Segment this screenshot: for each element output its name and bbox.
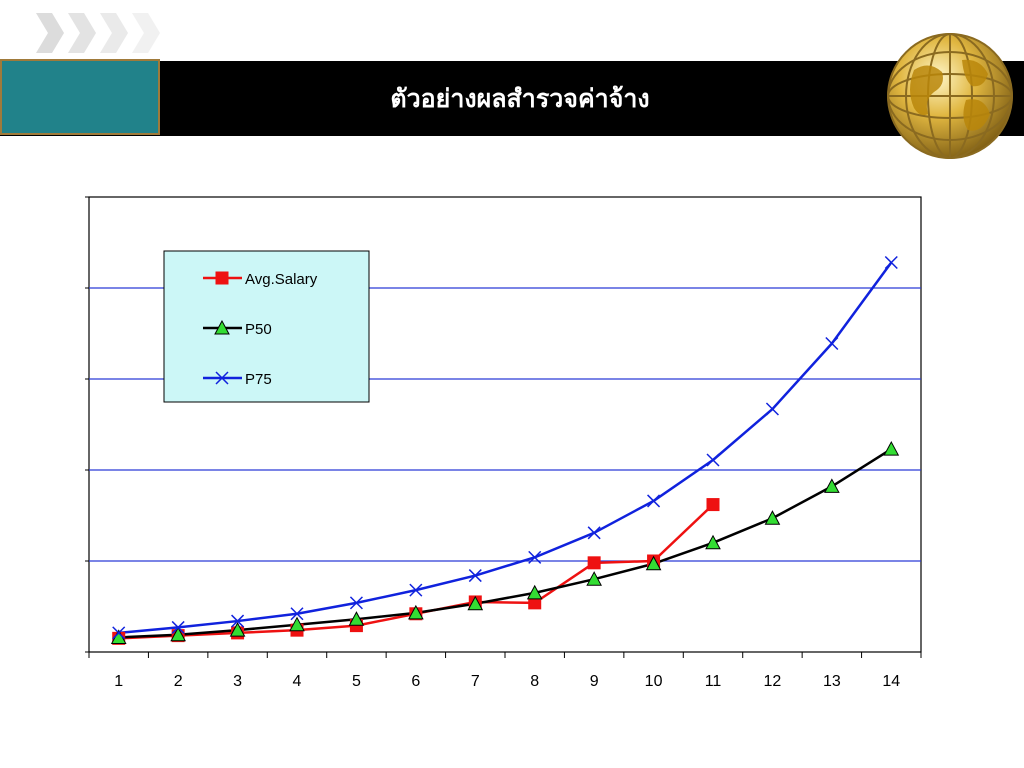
data-point-p50 bbox=[408, 604, 424, 620]
x-tick-label: 11 bbox=[705, 673, 722, 690]
x-tick-label: 5 bbox=[352, 673, 361, 690]
data-point-p50 bbox=[526, 584, 543, 600]
data-point-p75 bbox=[587, 526, 601, 540]
data-point-avg-salary bbox=[587, 556, 601, 570]
x-tick-label: 10 bbox=[645, 673, 663, 690]
data-point-p75 bbox=[290, 607, 304, 621]
data-point-p50 bbox=[170, 626, 186, 642]
data-point-p50 bbox=[229, 622, 246, 637]
data-point-p50 bbox=[705, 534, 721, 550]
data-point-p50 bbox=[289, 616, 305, 632]
data-point-p50 bbox=[586, 571, 602, 586]
series-line-p50 bbox=[118, 448, 892, 639]
data-point-p50 bbox=[467, 595, 484, 611]
legend-box bbox=[163, 250, 370, 403]
data-point-p50 bbox=[824, 478, 840, 493]
legend-marker bbox=[214, 319, 230, 335]
data-point-p75 bbox=[409, 583, 423, 597]
x-tick-label: 2 bbox=[174, 673, 183, 690]
data-point-p75 bbox=[468, 569, 482, 583]
slide-title: ตัวอย่างผลสำรวจค่าจ้าง bbox=[390, 84, 650, 113]
legend: Avg.Salary P50 P75 bbox=[163, 250, 370, 403]
x-tick-label: 6 bbox=[411, 673, 420, 690]
x-tick-label: 12 bbox=[764, 673, 782, 690]
data-point-avg-salary bbox=[706, 498, 720, 512]
data-point-p75 bbox=[528, 550, 542, 564]
x-tick-label: 13 bbox=[823, 673, 841, 690]
data-point-p75 bbox=[884, 255, 898, 270]
data-point-p75 bbox=[349, 596, 363, 610]
series-line-p75 bbox=[118, 261, 893, 635]
x-tick-label: 4 bbox=[293, 673, 302, 690]
legend-label: Avg.Salary bbox=[245, 271, 318, 288]
teal-accent-box bbox=[0, 59, 160, 135]
data-point-p50 bbox=[883, 441, 900, 456]
legend-item-p75: P75 bbox=[203, 371, 272, 388]
x-tick-label: 14 bbox=[882, 673, 900, 690]
data-point-p75 bbox=[231, 614, 245, 628]
x-tick-label: 8 bbox=[530, 673, 539, 690]
data-point-p50 bbox=[348, 611, 365, 626]
legend-marker bbox=[215, 371, 229, 385]
data-point-p75 bbox=[706, 453, 720, 467]
data-point-p75 bbox=[171, 620, 185, 634]
data-point-p75 bbox=[112, 626, 126, 640]
data-point-p50 bbox=[764, 510, 781, 525]
x-tick-label: 3 bbox=[233, 673, 242, 690]
globe-icon bbox=[887, 33, 1013, 159]
legend-label: P75 bbox=[245, 371, 272, 388]
x-tick-label: 9 bbox=[590, 673, 599, 690]
data-point-p75 bbox=[647, 494, 661, 508]
x-tick-label: 1 bbox=[114, 673, 123, 690]
x-tick-label: 7 bbox=[471, 673, 480, 690]
data-point-p75 bbox=[765, 402, 779, 416]
data-point-p50 bbox=[645, 555, 662, 571]
chevron-arrows-icon bbox=[36, 13, 160, 53]
title-bar bbox=[0, 61, 1024, 136]
legend-item-p50: P50 bbox=[203, 319, 272, 338]
data-point-p75 bbox=[825, 336, 839, 351]
legend-label: P50 bbox=[245, 321, 272, 338]
legend-item-avg-salary: Avg.Salary bbox=[203, 271, 318, 288]
legend-marker bbox=[215, 271, 229, 285]
